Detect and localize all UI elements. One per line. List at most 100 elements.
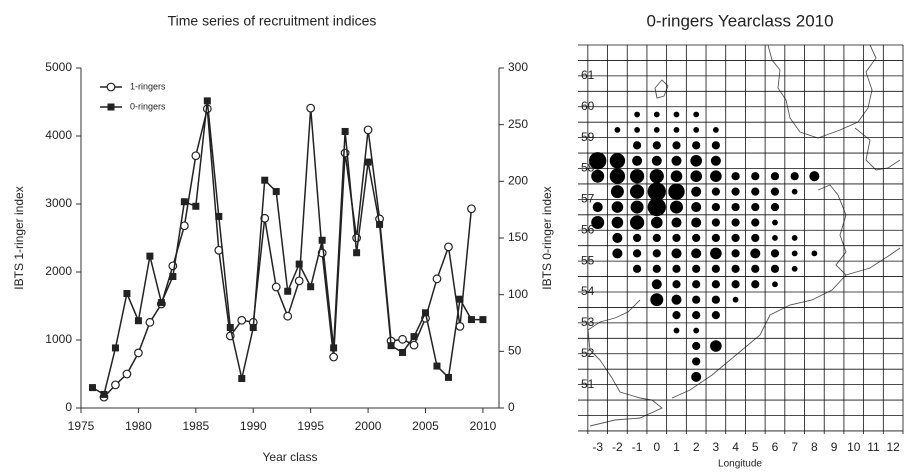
- x-tick-label: 1985: [182, 419, 209, 433]
- bubble: [711, 264, 720, 273]
- x-axis-label: Year class: [263, 450, 318, 464]
- bubble: [770, 249, 780, 258]
- point: [294, 276, 304, 286]
- point: [226, 324, 234, 332]
- point: [111, 344, 119, 352]
- bubble: [671, 155, 682, 166]
- bubble: [770, 172, 780, 181]
- point: [307, 283, 315, 291]
- point: [260, 213, 270, 223]
- series-line: [103, 108, 473, 398]
- y2-tick-label: 150: [508, 230, 528, 244]
- point: [157, 299, 165, 307]
- bubble: [791, 265, 798, 272]
- bubble: [632, 141, 642, 150]
- x-tick-label: 8: [811, 440, 818, 454]
- point: [353, 249, 361, 257]
- bubble: [612, 232, 623, 243]
- point: [122, 369, 132, 379]
- bubble: [671, 217, 682, 228]
- bubble: [731, 280, 740, 289]
- point: [456, 295, 464, 303]
- bubble: [692, 141, 701, 150]
- bubble: [731, 218, 740, 227]
- point: [249, 324, 257, 332]
- x-tick-label: -2: [612, 440, 623, 454]
- x-tick-label: 5: [752, 440, 759, 454]
- bubble: [650, 293, 664, 307]
- bubble: [652, 233, 661, 243]
- x-tick-label: 1: [673, 440, 680, 454]
- x-tick-label: 4: [732, 440, 739, 454]
- bubble: [650, 216, 663, 229]
- bubble: [711, 141, 720, 150]
- point: [330, 344, 338, 352]
- y2-tick-label: 250: [508, 117, 528, 131]
- y-tick-label: 5000: [45, 60, 72, 74]
- point: [432, 274, 442, 284]
- map-title: 0-ringers Yearclass 2010: [646, 11, 833, 30]
- bubble: [750, 248, 761, 259]
- bubble: [652, 141, 661, 150]
- x-tick-label: -1: [632, 440, 643, 454]
- x-tick-label: 1995: [297, 419, 324, 433]
- x-tick-label: 1980: [125, 419, 152, 433]
- point: [329, 352, 339, 362]
- bubble: [731, 249, 740, 258]
- x-tick-label: 2000: [355, 419, 382, 433]
- point: [376, 220, 384, 228]
- point: [387, 342, 395, 350]
- x-tick-label: 1990: [240, 419, 267, 433]
- bubble: [772, 281, 778, 288]
- point: [410, 333, 418, 341]
- point: [318, 236, 326, 244]
- y-tick-label: 55: [581, 253, 595, 267]
- bubble: [772, 219, 778, 226]
- y2-tick-label: 0: [508, 400, 515, 414]
- bubble: [653, 111, 660, 118]
- y-tick-label: 0: [65, 400, 72, 414]
- x-tick-label: 3: [713, 440, 720, 454]
- bubble: [692, 295, 701, 304]
- bubble: [673, 127, 680, 133]
- bubble: [711, 233, 720, 243]
- x-tick-label: 1975: [68, 419, 95, 433]
- point: [399, 348, 407, 356]
- bubble: [611, 201, 624, 213]
- point: [444, 242, 453, 252]
- point: [271, 282, 281, 292]
- bubble: [751, 233, 760, 243]
- series-line: [92, 100, 483, 396]
- bubble: [791, 250, 798, 257]
- bubble: [711, 218, 720, 227]
- point: [295, 260, 303, 268]
- point: [409, 340, 419, 350]
- point: [398, 334, 407, 344]
- bubble: [632, 155, 643, 166]
- y-tick-label: 56: [581, 222, 595, 236]
- point: [341, 127, 349, 135]
- point: [180, 198, 188, 206]
- bubble: [652, 249, 661, 258]
- bubble: [691, 186, 702, 197]
- bubble: [670, 170, 683, 183]
- bubble: [609, 168, 626, 184]
- x-tick-label: 10: [847, 440, 861, 454]
- legend-marker: [106, 82, 116, 92]
- bubble: [693, 327, 700, 334]
- bubble: [692, 264, 701, 273]
- y-tick-label: 59: [581, 130, 595, 144]
- chart-title: Time series of recruitment indices: [168, 13, 377, 29]
- bubble: [591, 216, 605, 230]
- point: [261, 176, 269, 184]
- x-tick-label: 0: [653, 440, 660, 454]
- point: [100, 390, 108, 398]
- point: [433, 362, 441, 370]
- y2-tick-label: 200: [508, 174, 528, 188]
- y-tick-label: 2000: [45, 264, 72, 278]
- bubble: [711, 280, 720, 289]
- bubble: [751, 172, 760, 181]
- y-tick-label: 1000: [45, 332, 72, 346]
- y2-tick-label: 300: [508, 60, 528, 74]
- bubble: [651, 279, 662, 290]
